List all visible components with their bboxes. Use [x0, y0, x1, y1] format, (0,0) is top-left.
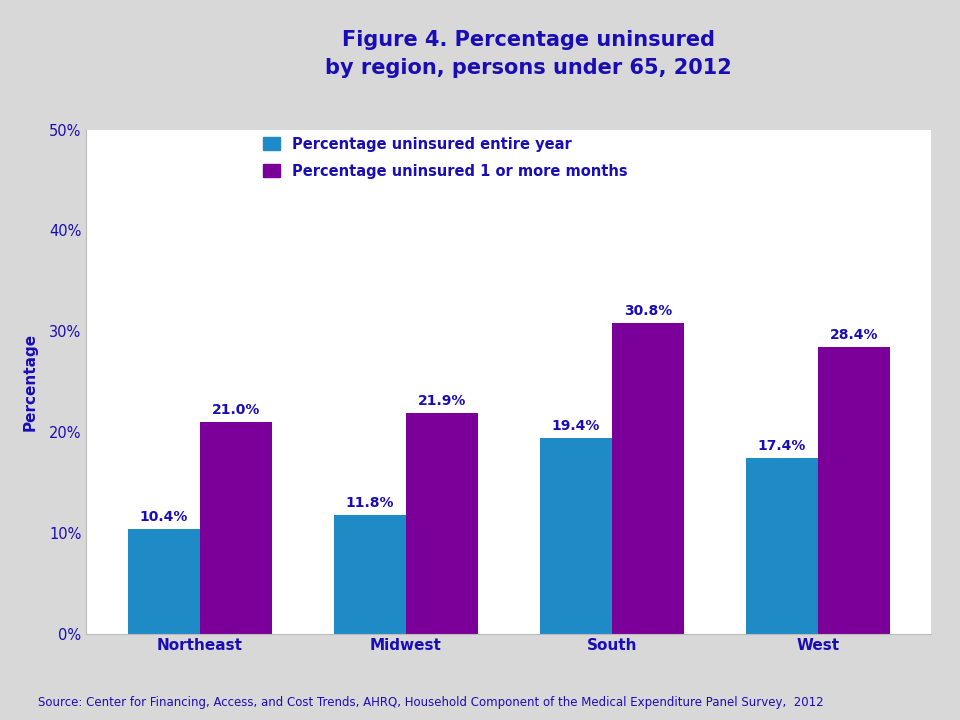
- Bar: [746, 458, 818, 634]
- Text: 17.4%: 17.4%: [757, 439, 806, 453]
- Text: Figure 4. Percentage uninsured
by region, persons under 65, 2012: Figure 4. Percentage uninsured by region…: [324, 30, 732, 78]
- Text: 10.4%: 10.4%: [139, 510, 188, 523]
- Text: 11.8%: 11.8%: [346, 495, 394, 510]
- Text: 28.4%: 28.4%: [829, 328, 878, 342]
- Bar: [128, 528, 200, 634]
- Legend: Percentage uninsured entire year, Percentage uninsured 1 or more months: Percentage uninsured entire year, Percen…: [263, 137, 628, 179]
- Bar: [818, 347, 890, 634]
- Bar: [406, 413, 478, 634]
- Text: 21.9%: 21.9%: [418, 394, 466, 408]
- Text: 19.4%: 19.4%: [552, 419, 600, 433]
- Bar: [334, 515, 406, 634]
- Bar: [200, 422, 272, 634]
- Bar: [540, 438, 612, 634]
- Y-axis label: Percentage: Percentage: [23, 333, 38, 431]
- Text: 30.8%: 30.8%: [624, 304, 672, 318]
- Text: Source: Center for Financing, Access, and Cost Trends, AHRQ, Household Component: Source: Center for Financing, Access, an…: [38, 696, 824, 709]
- Text: 21.0%: 21.0%: [211, 403, 260, 417]
- Bar: [612, 323, 684, 634]
